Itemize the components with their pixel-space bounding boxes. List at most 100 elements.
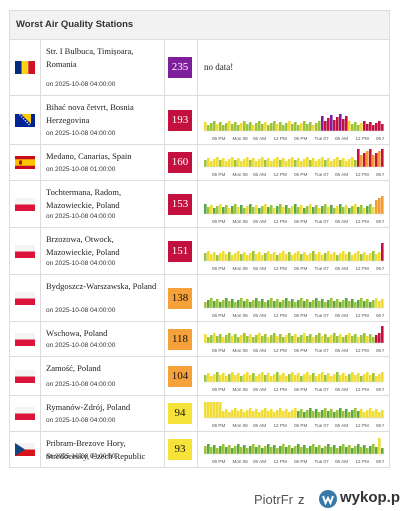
history-bar bbox=[231, 448, 234, 454]
history-bar bbox=[237, 125, 240, 131]
history-bar bbox=[285, 376, 288, 382]
station-name[interactable]: Medano, Canarias, Spain bbox=[46, 151, 132, 161]
history-bar bbox=[345, 205, 348, 214]
history-bar bbox=[369, 122, 372, 131]
history-bar bbox=[219, 446, 222, 454]
history-bar bbox=[375, 200, 378, 214]
station-row[interactable]: Wschowa, Poland on 2025-10-08 04:00:00 118… bbox=[10, 322, 389, 357]
history-bar bbox=[315, 123, 318, 131]
history-bar bbox=[300, 161, 303, 167]
flag-stripe bbox=[15, 251, 35, 258]
station-name[interactable]: Bihać nova četvrt, Bosnia Herzegovina bbox=[46, 102, 134, 125]
history-bar bbox=[339, 160, 342, 167]
station-row[interactable]: Pribram-Brezove Hory, Stredocesky, Czech… bbox=[10, 432, 389, 468]
history-bar bbox=[291, 336, 294, 343]
station-timestamp: on 2025-10-08 04:00:00 bbox=[46, 381, 116, 388]
station-name[interactable]: Zamość, Poland bbox=[46, 363, 101, 373]
history-bar bbox=[237, 207, 240, 214]
history-bar bbox=[348, 412, 351, 418]
axis-tick-label: 06 AM bbox=[335, 172, 348, 177]
history-bar bbox=[363, 374, 366, 382]
axis-tick-label: 06 AM bbox=[253, 423, 266, 428]
history-bar bbox=[354, 408, 357, 418]
history-bar bbox=[363, 301, 366, 308]
history-bar bbox=[357, 373, 360, 382]
wykop-logo-icon bbox=[319, 490, 337, 508]
history-bar bbox=[267, 125, 270, 131]
history-bar bbox=[327, 158, 330, 167]
flag-cell bbox=[10, 322, 41, 356]
history-bar bbox=[321, 299, 324, 308]
history-bar bbox=[348, 159, 351, 167]
station-cell: Bydgoszcz-Warszawska, Poland on 2025-10-0… bbox=[40, 275, 165, 321]
history-bar bbox=[366, 410, 369, 418]
history-bar bbox=[342, 411, 345, 418]
station-row[interactable]: Bydgoszcz-Warszawska, Poland on 2025-10-0… bbox=[10, 275, 389, 322]
history-bar bbox=[228, 252, 231, 261]
station-name[interactable]: Tochtermana, Radom, Mazowieckie, Poland bbox=[46, 187, 122, 210]
history-bar bbox=[366, 299, 369, 308]
history-bar bbox=[270, 205, 273, 214]
history-bar bbox=[375, 447, 378, 454]
history-bar bbox=[213, 445, 216, 454]
history-bar bbox=[297, 207, 300, 214]
station-name[interactable]: Brzozowa, Otwock, Mazowieckie, Poland bbox=[46, 234, 120, 257]
history-bar bbox=[216, 124, 219, 131]
station-row[interactable]: Rymanów-Zdrój, Poland on 2025-10-08 04:00… bbox=[10, 396, 389, 432]
station-timestamp: on 2025-10-08 04:00:00 bbox=[46, 417, 116, 424]
history-bar bbox=[348, 252, 351, 261]
history-bar bbox=[222, 337, 225, 343]
station-row[interactable]: Tochtermana, Radom, Mazowieckie, Poland o… bbox=[10, 181, 389, 228]
aqi-cell: 151 bbox=[164, 228, 198, 274]
history-bar bbox=[297, 158, 300, 167]
bosnia-flag-icon bbox=[15, 113, 35, 127]
axis-tick-label: 12 PM bbox=[356, 387, 369, 392]
station-name[interactable]: Wschowa, Poland bbox=[46, 328, 108, 338]
wykop-logo[interactable]: wykop.pl bbox=[318, 487, 400, 511]
history-bar bbox=[303, 445, 306, 454]
station-row[interactable]: Brzozowa, Otwock, Mazowieckie, Poland on … bbox=[10, 228, 389, 275]
history-bar bbox=[330, 205, 333, 214]
history-bar bbox=[210, 205, 213, 214]
username-link[interactable]: PiotrFr bbox=[254, 492, 293, 507]
history-bar bbox=[246, 206, 249, 214]
station-name[interactable]: Pribram-Brezove Hory, Stredocesky, Czech… bbox=[46, 438, 146, 461]
poland-flag bbox=[15, 291, 35, 305]
czech-flag-icon bbox=[15, 443, 35, 456]
axis-tick-label: Mon 06 bbox=[233, 348, 249, 353]
history-bar bbox=[372, 207, 375, 214]
history-bar bbox=[264, 160, 267, 167]
czech-flag bbox=[15, 443, 35, 456]
history-bar bbox=[306, 157, 309, 167]
history-bar bbox=[273, 252, 276, 261]
axis-tick-label: 06 AM bbox=[253, 459, 266, 464]
history-bar bbox=[336, 157, 339, 167]
card-title: Worst Air Quality Stations bbox=[10, 11, 389, 40]
history-bar bbox=[288, 301, 291, 308]
history-bar bbox=[204, 402, 207, 418]
history-bar bbox=[306, 336, 309, 343]
history-bar bbox=[348, 374, 351, 382]
history-bar bbox=[228, 412, 231, 418]
from-label: z bbox=[298, 492, 305, 507]
history-bar bbox=[282, 444, 285, 454]
history-bar bbox=[327, 300, 330, 308]
history-bar bbox=[234, 334, 237, 343]
station-row[interactable]: Str. I Bulbuca, Timișoara, Romania on 202… bbox=[10, 40, 389, 96]
history-bar bbox=[360, 205, 363, 214]
station-name[interactable]: Str. I Bulbuca, Timișoara, Romania bbox=[46, 46, 134, 69]
history-bar bbox=[249, 204, 252, 214]
station-name[interactable]: Rymanów-Zdrój, Poland bbox=[46, 402, 131, 412]
flag-star bbox=[22, 117, 25, 119]
history-bar bbox=[291, 206, 294, 214]
station-name[interactable]: Bydgoszcz-Warszawska, Poland bbox=[46, 281, 157, 291]
history-bar bbox=[333, 120, 336, 131]
history-bar bbox=[267, 337, 270, 343]
history-bar bbox=[366, 124, 369, 131]
history-bar bbox=[363, 252, 366, 261]
station-row[interactable]: Bihać nova četvrt, Bosnia Herzegovina on … bbox=[10, 96, 389, 145]
history-bar bbox=[348, 445, 351, 454]
history-bar bbox=[348, 333, 351, 343]
station-row[interactable]: Zamość, Poland on 2025-10-08 04:00:00 104 0… bbox=[10, 357, 389, 396]
station-row[interactable]: Medano, Canarias, Spain on 2025-10-08 01:… bbox=[10, 145, 389, 181]
